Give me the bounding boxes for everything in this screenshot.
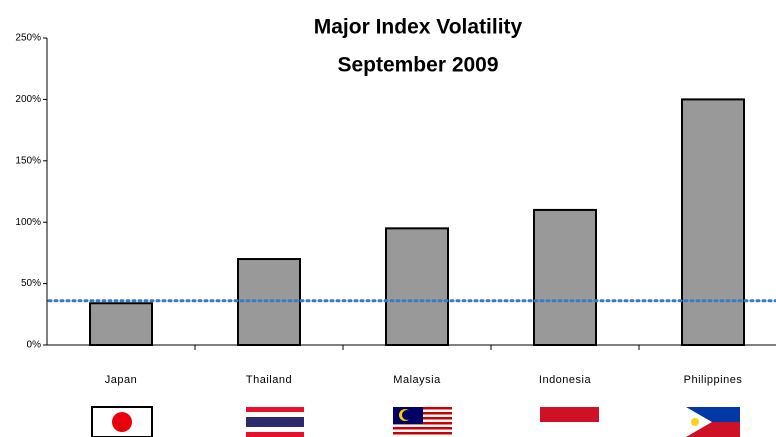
flags <box>91 406 740 437</box>
x-tick-label: Philippines <box>684 374 743 386</box>
y-tick-label: 200% <box>15 94 41 105</box>
x-tick-label: Thailand <box>246 374 292 386</box>
bar <box>89 302 153 346</box>
x-tick-label: Indonesia <box>539 374 592 386</box>
flag-philippines <box>686 407 740 437</box>
y-tick-label: 250% <box>15 33 41 44</box>
y-tick-label: 0% <box>27 340 42 351</box>
y-tick-label: 50% <box>21 278 41 289</box>
flag-japan-sun <box>112 412 132 432</box>
x-tick-label: Japan <box>105 374 137 386</box>
flag-thailand <box>246 407 304 437</box>
y-tick-label: 150% <box>15 155 41 166</box>
bar <box>533 208 597 346</box>
y-tick-label: 100% <box>15 217 41 228</box>
x-tick-label: Malaysia <box>393 374 441 386</box>
chart-subtitle: September 2009 <box>337 54 498 77</box>
bar <box>385 227 449 346</box>
flag-malaysia <box>393 407 452 437</box>
flag-indonesia <box>540 407 599 437</box>
chart-title: Major Index Volatility <box>314 16 523 39</box>
bar <box>681 98 745 347</box>
